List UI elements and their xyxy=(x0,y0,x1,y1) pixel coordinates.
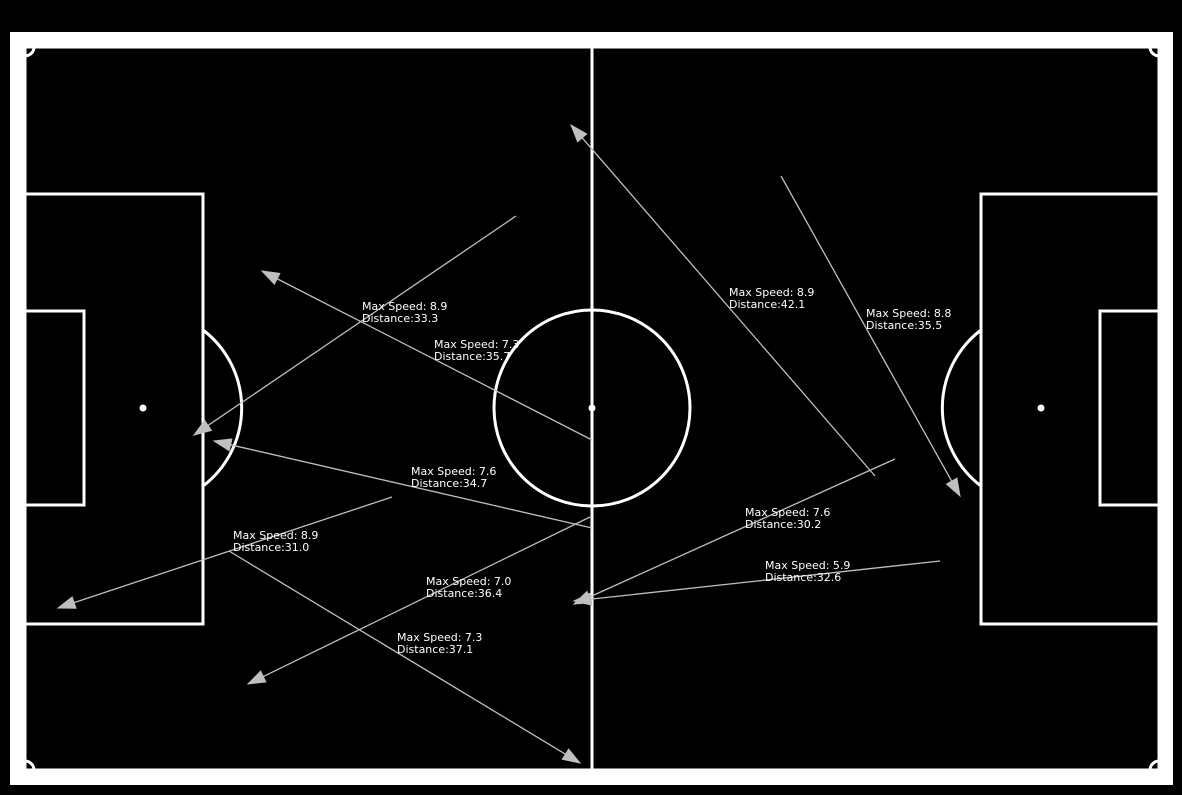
run-max-speed-label: Max Speed: 5.9 xyxy=(765,559,850,572)
run-distance-label: Distance:42.1 xyxy=(729,298,805,311)
right-penalty-arc xyxy=(940,328,982,488)
run-arrowhead xyxy=(945,477,961,498)
run-distance-label: Distance:35.5 xyxy=(866,319,942,332)
run-max-speed-label: Max Speed: 7.0 xyxy=(426,575,511,588)
center-spot xyxy=(588,404,596,412)
run-arrowhead xyxy=(260,270,281,285)
left-goal-area xyxy=(23,309,86,507)
run-max-speed-label: Max Speed: 7.6 xyxy=(411,465,496,478)
right-goal-area xyxy=(1098,309,1161,507)
run-distance-label: Distance:36.4 xyxy=(426,587,502,600)
run-arrowhead xyxy=(246,670,267,685)
run-max-speed-label: Max Speed: 7.3 xyxy=(397,631,482,644)
run-arrow-shaft xyxy=(230,444,593,529)
run-arrow-shaft xyxy=(589,458,896,598)
run-max-speed-label: Max Speed: 7.3 xyxy=(434,338,519,351)
left-penalty-spot xyxy=(139,404,147,412)
run-arrow-shaft xyxy=(228,550,566,755)
corner-arc-bottom-right xyxy=(1148,759,1160,771)
corner-arc-top-right xyxy=(1148,46,1160,58)
pitch-markings xyxy=(23,45,1161,772)
run-max-speed-label: Max Speed: 8.9 xyxy=(729,286,814,299)
run-arrow-shaft xyxy=(207,215,517,426)
run-distance-label: Distance:30.2 xyxy=(745,518,821,531)
run-arrowhead xyxy=(570,123,588,143)
run-arrowhead xyxy=(212,438,233,452)
run-arrow-shaft xyxy=(262,516,591,678)
run-arrowhead xyxy=(192,419,213,436)
center-circle xyxy=(492,308,692,508)
run-distance-label: Distance:31.0 xyxy=(233,541,309,554)
run-arrow-shaft xyxy=(276,278,593,441)
run-arrow-shaft xyxy=(780,175,953,482)
run-distance-label: Distance:34.7 xyxy=(411,477,487,490)
run-max-speed-label: Max Speed: 8.9 xyxy=(233,529,318,542)
run-arrowhead xyxy=(561,748,582,764)
corner-arc-top-left xyxy=(24,46,36,58)
run-arrowhead xyxy=(56,596,77,609)
run-distance-label: Distance:33.3 xyxy=(362,312,438,325)
run-max-speed-label: Max Speed: 8.9 xyxy=(362,300,447,313)
right-penalty-spot xyxy=(1037,404,1045,412)
run-arrowhead xyxy=(572,592,593,606)
run-arrow-shaft xyxy=(73,496,393,604)
run-arrow-shaft xyxy=(581,137,876,477)
corner-arc-bottom-left xyxy=(24,759,36,771)
run-distance-label: Distance:37.1 xyxy=(397,643,473,656)
run-max-speed-label: Max Speed: 8.8 xyxy=(866,307,951,320)
left-penalty-arc xyxy=(202,328,244,488)
run-arrow-shaft xyxy=(590,560,941,600)
run-distance-label: Distance:32.6 xyxy=(765,571,841,584)
run-max-speed-label: Max Speed: 7.6 xyxy=(745,506,830,519)
run-distance-label: Distance:35.7 xyxy=(434,350,510,363)
